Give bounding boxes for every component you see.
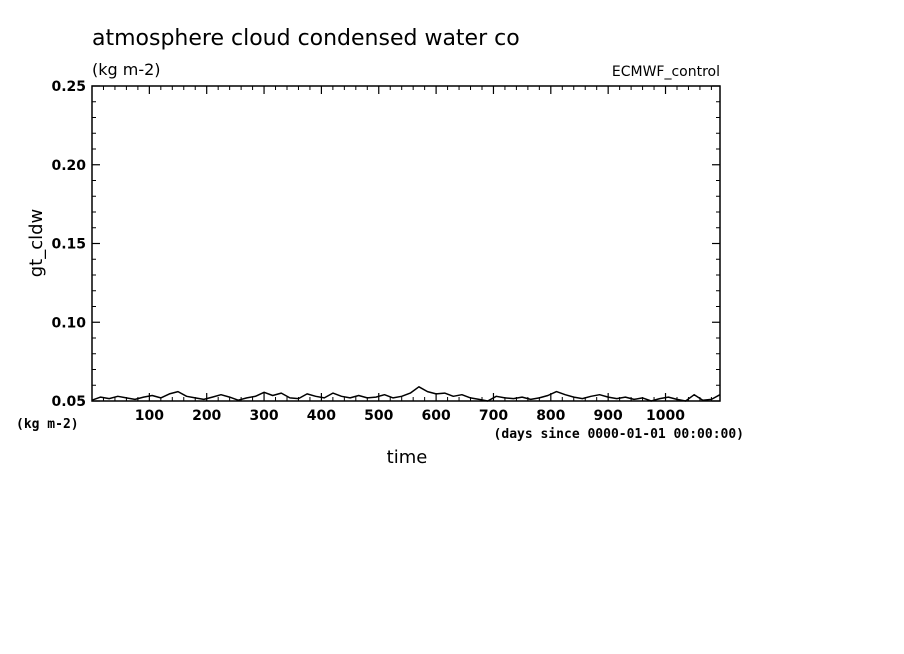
y-tick-label: 0.15 xyxy=(51,237,86,253)
y-axis-label: gt_cldw xyxy=(26,209,47,278)
x-tick-label: 300 xyxy=(249,408,278,424)
y-tick-label: 0.25 xyxy=(51,79,86,95)
x-axis: 100 200 300 400 500 600 700 800 900 1000 xyxy=(102,86,712,424)
x-tick-label: 1000 xyxy=(646,408,685,424)
x-tick-label: 200 xyxy=(192,408,221,424)
y-tick-label: 0.10 xyxy=(51,315,86,331)
chart-units-label: (kg m-2) xyxy=(92,60,161,79)
dataset-label: ECMWF_control xyxy=(612,64,720,80)
series-line xyxy=(91,386,721,402)
y-tick-label: 0.05 xyxy=(51,394,86,410)
x-tick-label: 900 xyxy=(594,408,623,424)
x-tick-label: 800 xyxy=(536,408,565,424)
x-tick-label: 400 xyxy=(307,408,336,424)
y-tick-label: 0.20 xyxy=(51,158,86,174)
y-axis-units: (kg m-2) xyxy=(16,417,79,432)
x-tick-label: 500 xyxy=(364,408,393,424)
x-axis-units: (days since 0000-01-01 00:00:00) xyxy=(494,427,744,442)
series-layer xyxy=(91,386,721,402)
chart-title: atmosphere cloud condensed water co xyxy=(92,26,520,51)
x-axis-label: time xyxy=(387,447,428,468)
x-tick-label: 100 xyxy=(135,408,164,424)
y-axis: 0.05 0.10 0.15 0.20 0.25 xyxy=(51,79,720,410)
x-tick-label: 700 xyxy=(479,408,508,424)
x-tick-label: 600 xyxy=(421,408,450,424)
plot-frame xyxy=(91,85,721,402)
